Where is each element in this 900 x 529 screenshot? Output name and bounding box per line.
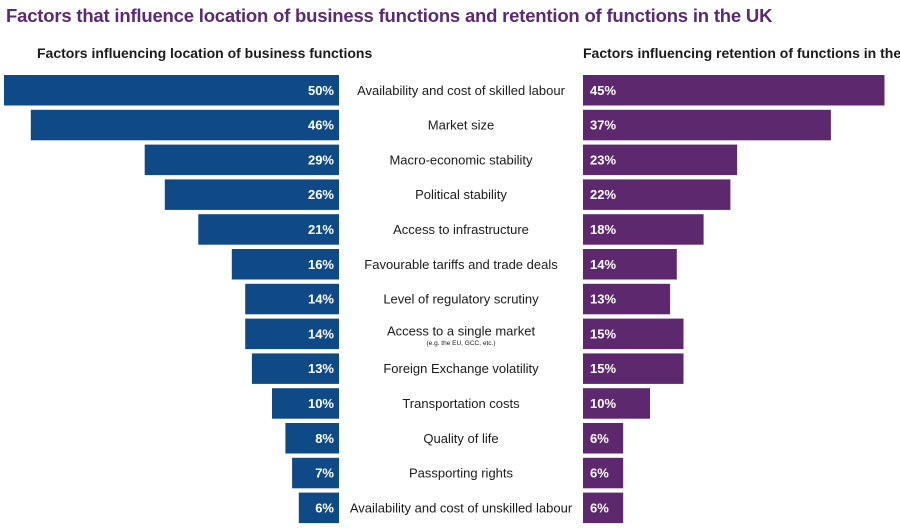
location-value-label: 26% (308, 187, 334, 202)
retention-value-label: 22% (590, 187, 616, 202)
retention-bar (583, 283, 671, 315)
location-value-label: 14% (308, 326, 334, 341)
location-value-label: 13% (308, 361, 334, 376)
retention-value-label: 45% (590, 83, 616, 98)
category-label: Level of regulatory scrutiny (383, 292, 539, 307)
category-label: Quality of life (423, 431, 498, 446)
category-label: Political stability (415, 187, 507, 202)
retention-value-label: 18% (590, 222, 616, 237)
retention-bar (583, 214, 704, 245)
category-label: Availability and cost of skilled labour (357, 83, 566, 98)
retention-bar (583, 75, 885, 106)
chart-title: Factors that influence location of busin… (6, 5, 773, 26)
retention-bar (583, 144, 738, 176)
right-panel-title: Factors influencing retention of functio… (583, 45, 900, 61)
location-value-label: 21% (308, 222, 334, 237)
retention-value-label: 15% (590, 361, 616, 376)
location-value-label: 10% (308, 396, 334, 411)
location-bar (272, 388, 339, 419)
retention-bar (583, 423, 624, 454)
retention-value-label: 6% (590, 466, 609, 481)
retention-bar (583, 109, 831, 141)
retention-value-label: 14% (590, 257, 616, 272)
location-value-label: 16% (308, 257, 334, 272)
location-value-label: 14% (308, 292, 334, 307)
location-value-label: 50% (308, 83, 334, 98)
retention-bar (583, 457, 624, 489)
category-label: Macro-economic stability (389, 152, 533, 167)
location-bar (231, 249, 339, 280)
location-bar (198, 214, 339, 245)
location-bar (4, 75, 339, 106)
retention-bar (583, 492, 624, 524)
location-value-label: 8% (315, 431, 334, 446)
retention-bar (583, 179, 731, 210)
category-note: (e.g. the EU, GCC, etc.) (427, 340, 496, 347)
location-bar (292, 457, 339, 489)
category-label: Access to a single market (387, 323, 536, 338)
location-value-label: 7% (315, 466, 334, 481)
retention-value-label: 10% (590, 396, 616, 411)
category-label: Access to infrastructure (393, 222, 529, 237)
category-label: Transportation costs (402, 396, 520, 411)
left-panel-title: Factors influencing location of business… (37, 45, 373, 61)
location-value-label: 46% (308, 118, 334, 133)
retention-value-label: 23% (590, 152, 616, 167)
location-bar (298, 492, 339, 524)
location-bar (245, 318, 339, 350)
category-label: Foreign Exchange volatility (383, 361, 539, 376)
location-bar (251, 353, 339, 384)
location-bar (30, 109, 340, 141)
category-label: Passporting rights (409, 466, 514, 481)
retention-bar (583, 353, 684, 384)
retention-bar (583, 388, 650, 419)
retention-value-label: 6% (590, 431, 609, 446)
retention-bar (583, 318, 684, 350)
retention-value-label: 37% (590, 118, 616, 133)
category-label: Market size (428, 118, 494, 133)
location-bar (144, 144, 339, 176)
retention-bar (583, 249, 677, 280)
retention-value-label: 13% (590, 292, 616, 307)
location-value-label: 6% (315, 500, 334, 515)
location-bar (285, 423, 339, 454)
category-label: Availability and cost of unskilled labou… (350, 500, 573, 515)
location-bar (245, 283, 339, 315)
retention-value-label: 15% (590, 326, 616, 341)
retention-value-label: 6% (590, 500, 609, 515)
category-label: Favourable tariffs and trade deals (364, 257, 558, 272)
location-value-label: 29% (308, 152, 334, 167)
location-bar (164, 179, 339, 210)
